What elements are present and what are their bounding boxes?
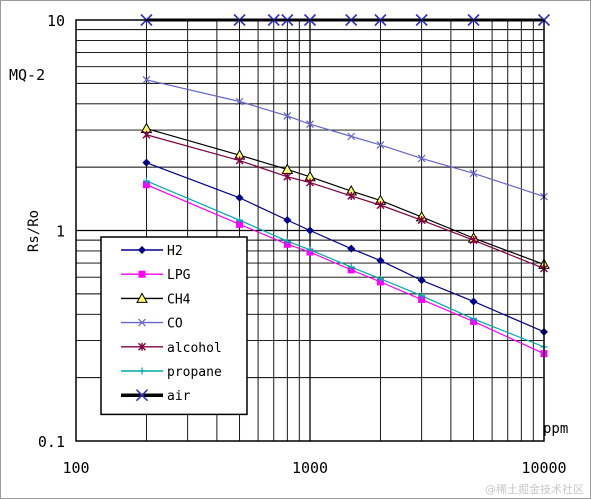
data-point [418,292,426,300]
plot-area-border [75,19,545,442]
data-point [347,191,356,200]
legend-label: CH4 [167,292,191,307]
legend-box [100,236,248,416]
y-axis-label: Rs/Ro [26,210,42,252]
x-tick-label: 100 [62,459,89,477]
legend-item: CO [121,317,183,332]
data-point [142,177,150,185]
legend-item: CH4 [121,292,191,307]
data-point [417,276,426,285]
legend-label: H2 [167,244,183,259]
data-point [283,112,292,120]
data-point [283,216,292,225]
data-point [347,132,356,141]
data-point [138,270,146,278]
data-point [283,172,292,181]
data-point [376,201,385,210]
data-point [418,296,426,304]
data-point [417,154,426,163]
data-point [135,389,149,402]
data-point [136,292,148,303]
data-point [142,130,151,139]
legend-item: propane [121,365,222,380]
grid [76,20,544,441]
data-point [306,226,314,235]
data-point [138,318,146,327]
legend: H2 LPG CH4 CO alcohol propane air [100,236,248,416]
data-point [347,263,355,271]
y-tick-label: 0.1 [38,433,65,451]
data-point [469,169,478,178]
data-point [306,178,314,187]
data-point [142,75,151,84]
data-point [470,315,478,323]
data-point [306,120,314,129]
data-point [376,140,385,149]
data-point [469,297,478,306]
data-point [306,246,314,254]
data-point [376,256,385,265]
x-tick-label: 10000 [521,459,566,477]
legend-item: H2 [121,244,183,259]
data-point [235,97,244,106]
legend-label: LPG [167,268,191,283]
legend-label: alcohol [167,341,222,356]
legend-label: propane [167,365,222,380]
data-point [347,244,356,253]
data-point [142,158,151,167]
chart-title: MQ-2 [9,66,45,84]
series-line [146,79,545,198]
legend-label: air [167,389,191,404]
data-point [417,216,426,225]
data-point [376,275,384,283]
data-point [142,181,150,189]
watermark: @稀土掘金技术社区 [485,482,584,496]
axis-labels: 100 1000 10000 10 1 0.1 [38,12,567,477]
data-point [469,236,478,245]
data-point [138,342,146,351]
data-point [138,367,146,375]
y-tick-label: 1 [56,223,65,241]
data-point [236,220,244,228]
series-co [142,75,548,201]
data-point [235,193,244,202]
data-point [235,156,244,165]
y-tick-label: 10 [47,12,65,30]
legend-item: air [121,389,191,404]
x-tick-label: 1000 [292,459,328,477]
legend-item: LPG [121,268,191,283]
legend-item: alcohol [121,341,222,356]
data-point [283,237,291,245]
data-point [138,246,146,254]
data-point [236,216,244,224]
series-h2 [142,158,548,336]
legend-label: CO [167,317,183,332]
x-axis-unit-label: ppm [543,421,568,437]
